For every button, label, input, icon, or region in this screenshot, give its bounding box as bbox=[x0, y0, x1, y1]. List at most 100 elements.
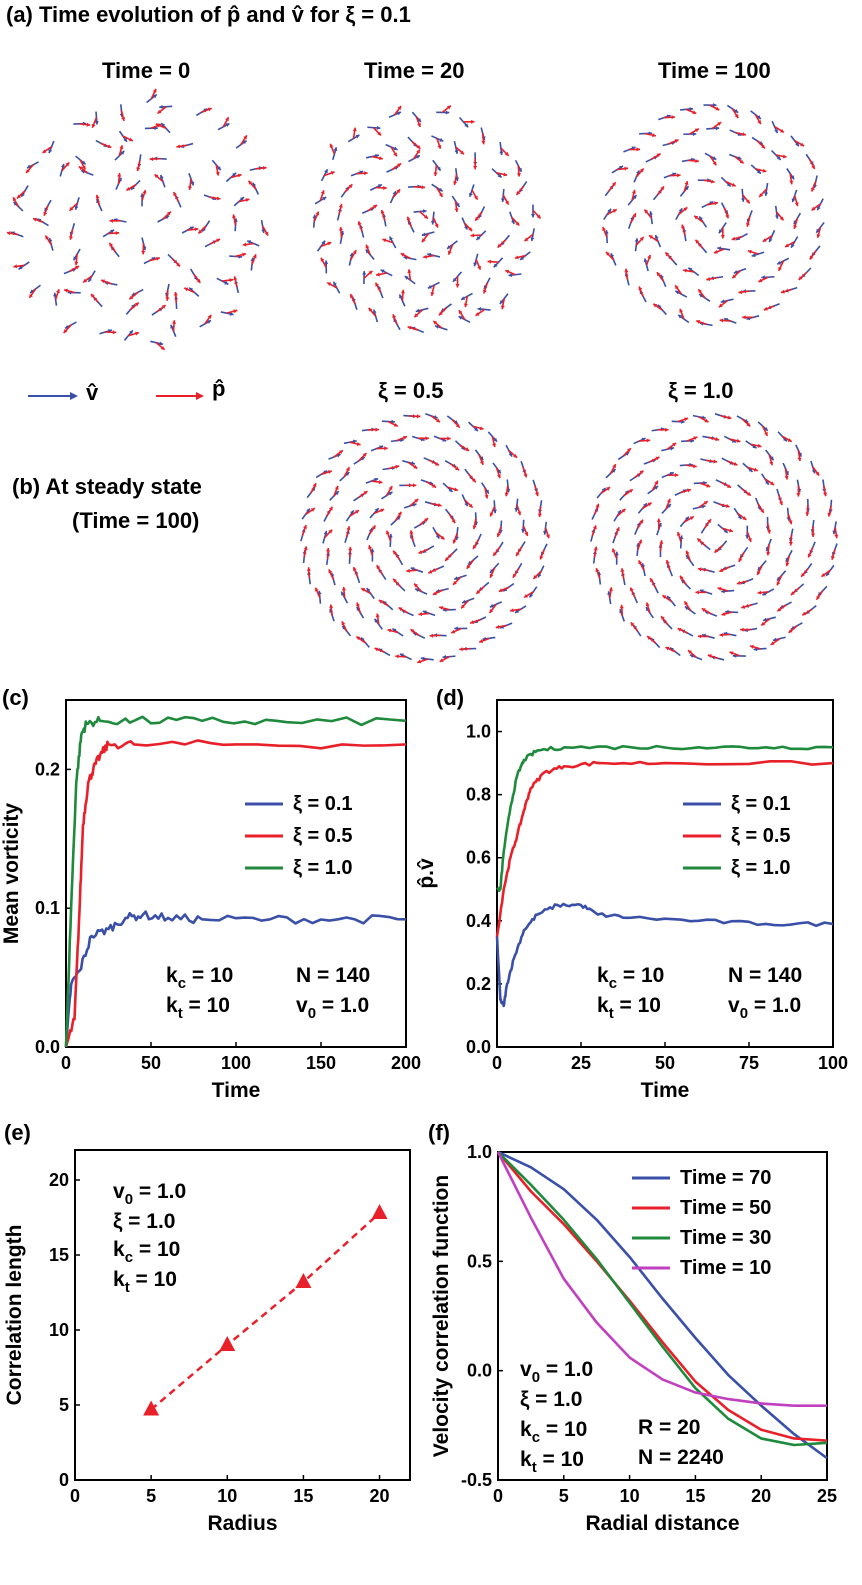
data-point bbox=[143, 1400, 160, 1416]
x-tick-label: 150 bbox=[306, 1053, 336, 1073]
annotation-text: kt = 10 bbox=[597, 994, 661, 1022]
annotation-text: N = 140 bbox=[296, 964, 370, 987]
fit-line bbox=[150, 1212, 381, 1411]
annotation-text: v0 = 1.0 bbox=[296, 994, 369, 1022]
y-tick-label: -0.5 bbox=[461, 1470, 492, 1490]
annotation-text: ξ = 1.0 bbox=[520, 1388, 582, 1411]
x-tick-label: 20 bbox=[751, 1486, 771, 1506]
chart-correlation-length: 0 5 10 15 20 0 5 10 15 20 Radius Correlation length… bbox=[3, 1120, 411, 1535]
plot-frame bbox=[74, 1149, 411, 1481]
y-axis-label: Mean vorticity bbox=[0, 803, 23, 945]
series-line bbox=[64, 715, 407, 1048]
legend-v-arrow bbox=[28, 392, 78, 400]
y-tick-label: 15 bbox=[49, 1245, 69, 1265]
panel-b-title: (b) At steady state bbox=[12, 474, 202, 499]
legend-v-label: v̂ bbox=[86, 380, 99, 405]
y-tick-label: 5 bbox=[59, 1395, 69, 1415]
arrow-field-xi-0-5 bbox=[300, 413, 550, 664]
legend-label: Time = 50 bbox=[680, 1197, 771, 1219]
legend-label: Time = 10 bbox=[680, 1257, 771, 1279]
y-tick-label: 0.1 bbox=[35, 898, 60, 918]
chart-pv-alignment: 0 25 50 75 100 0.0 0.2 0.4 0.6 0.8 1.0 Time p̂.v̂ (d)… bbox=[415, 685, 848, 1102]
time-label-20: Time = 20 bbox=[364, 58, 465, 83]
y-tick-label: 0.5 bbox=[467, 1251, 492, 1271]
data-point bbox=[371, 1204, 388, 1219]
y-axis-label: Velocity correlation function bbox=[430, 1175, 453, 1457]
legend-label: ξ = 1.0 bbox=[293, 857, 353, 879]
x-tick-label: 100 bbox=[221, 1053, 251, 1073]
annotation-text: v0 = 1.0 bbox=[520, 1358, 593, 1386]
y-tick-label: 1.0 bbox=[467, 1142, 492, 1162]
arrow-field-time-20 bbox=[312, 104, 542, 334]
annotation-text: kt = 10 bbox=[166, 994, 230, 1022]
chart-mean-vorticity: 0 50 100 150 200 0.0 0.1 0.2 Time Mean vorticity (… bbox=[0, 685, 421, 1102]
series-line bbox=[497, 1150, 828, 1460]
legend-p-label: p̂ bbox=[212, 376, 226, 401]
annotation-text: kc = 10 bbox=[166, 964, 233, 992]
panel-a-title: (a) Time evolution of p̂ and v̂ for ξ = … bbox=[6, 2, 411, 27]
time-label-0: Time = 0 bbox=[102, 58, 191, 83]
x-tick-label: 0 bbox=[61, 1053, 71, 1073]
x-tick-label: 10 bbox=[620, 1486, 640, 1506]
annotation-text: R = 20 bbox=[638, 1416, 700, 1439]
y-tick-label: 0 bbox=[59, 1470, 69, 1490]
x-tick-label: 50 bbox=[655, 1053, 675, 1073]
annotation-text: kc = 10 bbox=[597, 964, 664, 992]
series-line bbox=[496, 744, 834, 893]
y-tick-label: 20 bbox=[49, 1170, 69, 1190]
y-tick-label: 0.0 bbox=[467, 1361, 492, 1381]
annotation-text: kc = 10 bbox=[520, 1418, 587, 1446]
x-tick-label: 0 bbox=[493, 1486, 503, 1506]
series-line bbox=[495, 902, 834, 1008]
arrow-field-time-100 bbox=[602, 103, 825, 327]
y-tick-label: 10 bbox=[49, 1320, 69, 1340]
xi-label-1-0: ξ = 1.0 bbox=[668, 378, 734, 403]
y-axis-label: p̂.v̂ bbox=[415, 858, 438, 889]
x-tick-label: 15 bbox=[685, 1486, 705, 1506]
annotation-text: kc = 10 bbox=[113, 1238, 180, 1266]
annotation-text: kt = 10 bbox=[113, 1268, 177, 1296]
series-line bbox=[64, 910, 407, 1048]
annotation-text: v0 = 1.0 bbox=[113, 1180, 186, 1208]
x-axis-label: Time bbox=[641, 1079, 690, 1102]
data-point bbox=[219, 1336, 236, 1351]
legend-label: ξ = 0.1 bbox=[731, 793, 791, 815]
legend-label: ξ = 0.5 bbox=[293, 825, 353, 847]
annotation-text: v0 = 1.0 bbox=[728, 994, 801, 1022]
arrow-field-xi-1-0 bbox=[590, 413, 839, 661]
series-line bbox=[497, 1151, 828, 1447]
x-tick-label: 25 bbox=[817, 1486, 837, 1506]
time-label-100: Time = 100 bbox=[658, 58, 771, 83]
x-tick-label: 15 bbox=[293, 1486, 313, 1506]
y-tick-label: 0.6 bbox=[466, 848, 491, 868]
x-tick-label: 10 bbox=[217, 1486, 237, 1506]
x-tick-label: 100 bbox=[818, 1053, 848, 1073]
panel-label: (c) bbox=[2, 685, 29, 710]
series-line bbox=[496, 1151, 827, 1407]
legend-label: ξ = 0.1 bbox=[293, 793, 353, 815]
y-tick-label: 0.0 bbox=[466, 1037, 491, 1057]
plot-frame bbox=[497, 1151, 828, 1481]
y-axis-label: Correlation length bbox=[3, 1225, 26, 1406]
panel-label: (e) bbox=[4, 1120, 31, 1145]
y-tick-label: 0.2 bbox=[466, 974, 491, 994]
legend-label: ξ = 0.5 bbox=[731, 825, 791, 847]
annotation-text: kt = 10 bbox=[520, 1448, 584, 1476]
data-point bbox=[295, 1273, 312, 1288]
y-tick-label: 0.0 bbox=[35, 1037, 60, 1057]
x-axis-label: Time bbox=[212, 1079, 261, 1102]
x-tick-label: 0 bbox=[70, 1486, 80, 1506]
x-tick-label: 75 bbox=[739, 1053, 759, 1073]
x-tick-label: 0 bbox=[492, 1053, 502, 1073]
series-line bbox=[497, 1151, 828, 1442]
y-tick-label: 0.4 bbox=[466, 911, 491, 931]
x-axis-label: Radial distance bbox=[585, 1512, 739, 1535]
xi-label-0-5: ξ = 0.5 bbox=[378, 378, 444, 403]
legend-label: Time = 30 bbox=[680, 1227, 771, 1249]
panel-label: (f) bbox=[428, 1120, 450, 1145]
y-tick-label: 1.0 bbox=[466, 722, 491, 742]
y-tick-label: 0.2 bbox=[35, 759, 60, 779]
x-tick-label: 200 bbox=[391, 1053, 421, 1073]
x-tick-label: 5 bbox=[146, 1486, 156, 1506]
